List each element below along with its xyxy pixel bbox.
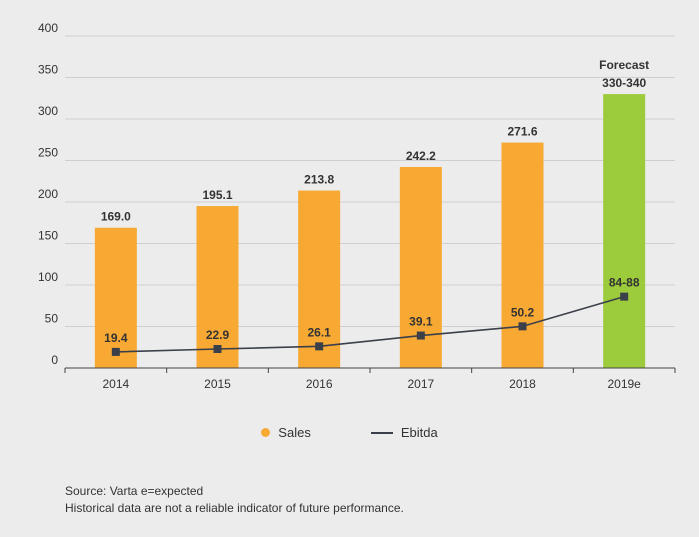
sales-value-label: 330-340 bbox=[602, 76, 646, 90]
ebitda-value-label: 19.4 bbox=[104, 331, 128, 345]
x-tick-label: 2019e bbox=[607, 377, 641, 391]
ebitda-point bbox=[416, 331, 425, 340]
chart: 0 50 100 150 200 250 300 350 400 169.0 195.1 213.8 2… bbox=[38, 21, 676, 391]
ebitda-point bbox=[111, 347, 120, 356]
y-tick-label: 150 bbox=[38, 229, 58, 243]
sales-bar bbox=[603, 94, 646, 368]
footnote-source: Source: Varta e=expected bbox=[65, 484, 204, 498]
legend-sales-label: Sales bbox=[278, 425, 311, 440]
legend-sales-swatch bbox=[261, 428, 271, 437]
ebitda-value-label: 22.9 bbox=[206, 328, 230, 342]
x-tick-label: 2018 bbox=[509, 377, 536, 391]
sales-bar bbox=[94, 227, 137, 368]
ebitda-point bbox=[213, 344, 222, 353]
y-tick-label: 0 bbox=[51, 353, 58, 367]
forecast-label: Forecast bbox=[599, 58, 649, 72]
footnote: Source: Varta e=expected Historical data… bbox=[65, 483, 404, 517]
sales-value-label: 242.2 bbox=[406, 149, 436, 163]
sales-value-label: 195.1 bbox=[202, 188, 232, 202]
sales-value-label: 213.8 bbox=[304, 173, 334, 187]
sales-value-label: 169.0 bbox=[101, 210, 131, 224]
x-tick-label: 2015 bbox=[204, 377, 231, 391]
sales-bar bbox=[501, 142, 544, 368]
ebitda-line bbox=[115, 295, 625, 353]
legend-item-ebitda: Ebitda bbox=[370, 425, 438, 440]
sales-bar bbox=[298, 190, 341, 368]
sales-value-label: 271.6 bbox=[507, 125, 537, 139]
ebitda-value-label: 39.1 bbox=[409, 315, 433, 329]
footnote-disclaimer: Historical data are not a reliable indic… bbox=[65, 501, 404, 515]
y-tick-label: 200 bbox=[38, 187, 58, 201]
y-tick-label: 250 bbox=[38, 146, 58, 160]
legend-ebitda-label: Ebitda bbox=[400, 425, 438, 440]
ebitda-point bbox=[518, 322, 527, 331]
y-tick-label: 100 bbox=[38, 270, 58, 284]
ebitda-value-label: 84-88 bbox=[609, 276, 640, 290]
y-tick-label: 400 bbox=[38, 21, 58, 35]
legend: Sales Ebitda bbox=[0, 425, 699, 440]
sales-bar bbox=[196, 206, 239, 368]
legend-ebitda-swatch bbox=[370, 431, 393, 434]
y-tick-label: 300 bbox=[38, 104, 58, 118]
x-tick-label: 2014 bbox=[102, 377, 129, 391]
legend-item-sales: Sales bbox=[261, 425, 311, 440]
y-tick-label: 50 bbox=[45, 312, 59, 326]
ebitda-value-label: 50.2 bbox=[511, 305, 535, 319]
x-tick-label: 2017 bbox=[407, 377, 434, 391]
ebitda-value-label: 26.1 bbox=[307, 325, 331, 339]
y-tick-label: 350 bbox=[38, 63, 58, 77]
ebitda-point bbox=[620, 292, 629, 301]
ebitda-point bbox=[315, 342, 324, 351]
x-tick-label: 2016 bbox=[306, 377, 333, 391]
